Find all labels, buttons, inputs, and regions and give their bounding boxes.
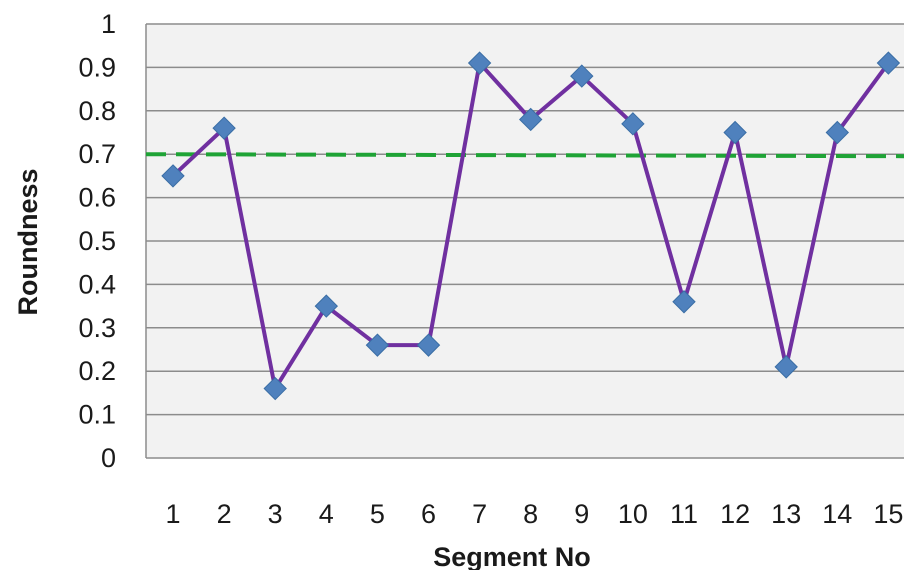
x-tick-label: 8 (523, 499, 538, 529)
x-tick-label: 15 (873, 499, 903, 529)
y-tick-label: 0.5 (78, 226, 116, 256)
data-point (570, 64, 594, 88)
threshold-line (145, 152, 904, 159)
y-tick-label: 0.8 (78, 96, 116, 126)
x-tick-label: 12 (720, 499, 750, 529)
x-tick-label: 9 (574, 499, 589, 529)
y-tick-label: 0.7 (78, 139, 116, 169)
x-axis-ticks: 1 2 3 4 5 6 7 8 9 10 11 12 13 14 15 (165, 499, 903, 529)
y-tick-label: 0.6 (78, 183, 116, 213)
data-point (621, 112, 645, 136)
x-tick-label: 13 (771, 499, 801, 529)
y-tick-label: 0 (101, 443, 116, 473)
data-point (467, 51, 492, 75)
y-tick-label: 0.9 (78, 52, 116, 82)
x-tick-label: 4 (319, 499, 334, 529)
y-axis-ticks: 0 0.1 0.2 0.3 0.4 0.5 0.6 0.7 0.8 0.9 1 (78, 9, 116, 473)
data-point (161, 164, 185, 188)
y-tick-label: 0.3 (78, 313, 116, 343)
x-tick-label: 14 (822, 499, 852, 529)
series-roundness (161, 51, 901, 401)
x-tick-label: 1 (165, 499, 180, 529)
x-tick-label: 5 (370, 499, 385, 529)
x-tick-label: 11 (670, 499, 698, 529)
data-point (518, 107, 543, 132)
y-tick-label: 0.1 (78, 400, 116, 430)
data-point (416, 333, 441, 357)
data-point (263, 376, 287, 401)
data-point (212, 116, 236, 140)
data-point (365, 333, 390, 357)
x-tick-label: 3 (268, 499, 283, 529)
y-tick-label: 1 (101, 9, 116, 39)
data-point (314, 294, 339, 318)
x-tick-label: 2 (217, 499, 232, 529)
data-point (672, 290, 696, 314)
x-axis-title: Segment No (433, 542, 591, 570)
data-point (876, 51, 901, 75)
x-tick-label: 10 (618, 499, 648, 529)
data-point (774, 355, 798, 379)
y-tick-label: 0.2 (78, 356, 116, 386)
data-point (825, 120, 850, 145)
y-tick-label: 0.4 (78, 269, 116, 299)
x-tick-label: 6 (421, 499, 436, 529)
x-tick-label: 7 (472, 499, 487, 529)
y-axis-title: Roundness (13, 168, 43, 315)
data-point (723, 120, 747, 145)
